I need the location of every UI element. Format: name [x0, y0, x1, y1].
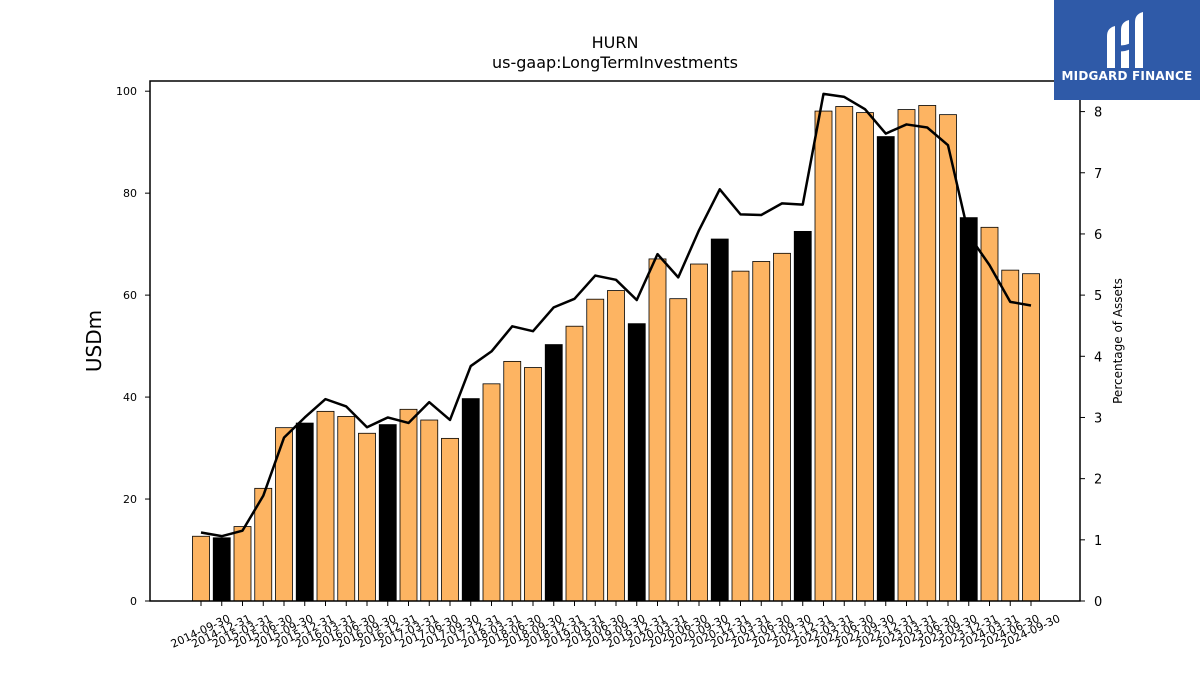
bar-2020-06-30	[669, 298, 688, 602]
midgard-logo-icon	[1107, 12, 1143, 68]
y-axis-left: 0 20 40 60 80 100	[116, 85, 150, 608]
bar-2016-03-31	[316, 410, 335, 602]
bar-2023-03-31	[897, 109, 916, 602]
bar-2024-06-30	[1001, 269, 1020, 602]
x-axis: 2014-09-302014-12-312015-03-312015-06-30…	[169, 601, 1062, 651]
y-tick-label-left: 60	[123, 289, 137, 302]
y-tick-label-left: 80	[123, 187, 137, 200]
bar-2022-12-31	[876, 136, 895, 602]
plot-frame	[149, 80, 1081, 602]
y-tick-label-left: 40	[123, 391, 137, 404]
bar-2021-03-31	[731, 270, 750, 602]
y-tick-label-left: 100	[116, 85, 137, 98]
bar-2019-09-30	[607, 290, 625, 602]
bar-2015-12-31	[295, 422, 314, 602]
bar-2018-06-30	[503, 360, 522, 602]
bar-2018-09-30	[524, 367, 542, 602]
y-tick-label-right: 7	[1094, 167, 1102, 182]
bar-2019-03-31	[565, 325, 584, 602]
bar-2018-12-31	[544, 344, 563, 602]
y-tick-label-right: 3	[1094, 411, 1102, 426]
bar-2016-09-30	[358, 432, 376, 602]
y-axis-label-left: USDm	[82, 310, 106, 372]
y-tick-label-right: 1	[1094, 534, 1102, 549]
y-axis-right: 0 1 2 3 4 5 6 7 8	[1080, 106, 1102, 610]
bar-2023-09-30	[939, 114, 957, 602]
bar-2018-03-31	[482, 383, 501, 602]
bar-2024-03-31	[980, 226, 999, 602]
bar-2017-12-31	[461, 398, 480, 602]
bar-2020-12-31	[710, 238, 729, 602]
bar-2023-12-31	[959, 217, 978, 602]
bar-2021-06-30	[752, 261, 771, 602]
bar-2022-03-31	[814, 110, 833, 602]
bar-2022-09-30	[856, 112, 874, 602]
bar-2024-09-30	[1022, 273, 1040, 602]
chart-title: HURN	[592, 33, 639, 52]
bar-2019-12-31	[627, 323, 646, 602]
bar-2017-06-30	[420, 419, 439, 602]
bar-2021-09-30	[773, 252, 791, 602]
bar-2016-06-30	[337, 416, 356, 602]
bar-2020-09-30	[690, 263, 708, 602]
y-tick-label-right: 2	[1094, 473, 1102, 488]
y-tick-label-right: 0	[1094, 595, 1102, 610]
y-tick-label-right: 5	[1094, 289, 1102, 304]
bar-2019-06-30	[586, 298, 605, 602]
y-tick-label-right: 6	[1094, 228, 1102, 243]
line-group	[200, 92, 1032, 538]
bar-2020-03-31	[648, 258, 667, 602]
y-tick-label-right: 8	[1094, 106, 1102, 121]
y-tick-label-right: 4	[1094, 350, 1102, 365]
bar-2016-12-31	[378, 424, 397, 602]
bar-2021-12-31	[793, 230, 812, 602]
bar-2014-09-30	[192, 535, 210, 602]
y-tick-label-left: 0	[130, 595, 137, 608]
bars-group	[192, 105, 1040, 602]
bar-2023-06-30	[918, 105, 937, 602]
bar-2017-03-31	[399, 408, 418, 602]
brand-logo-text: MIDGARD FINANCE	[1061, 69, 1193, 83]
bar-2017-09-30	[441, 437, 459, 602]
bar-2014-12-31	[212, 537, 231, 602]
percentage-line	[200, 92, 1032, 538]
y-tick-label-left: 20	[123, 493, 137, 506]
chart-subtitle: us-gaap:LongTermInvestments	[492, 53, 738, 72]
bar-2015-03-31	[233, 526, 252, 602]
bar-2022-06-30	[835, 106, 854, 602]
y-axis-label-right: Percentage of Assets	[1111, 278, 1125, 404]
